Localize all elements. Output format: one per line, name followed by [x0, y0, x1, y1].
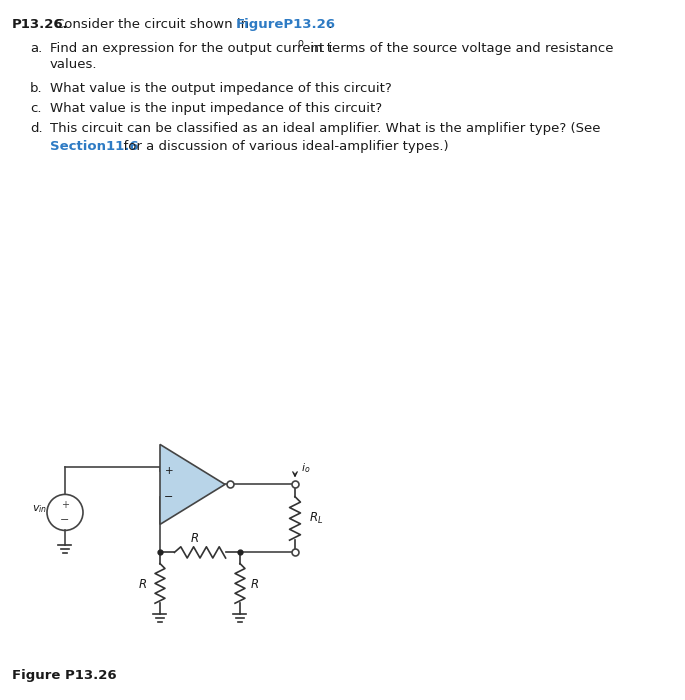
Text: Find an expression for the output current i: Find an expression for the output curren…: [50, 42, 332, 55]
Text: d.: d.: [30, 122, 42, 135]
Text: Section11.6: Section11.6: [50, 140, 138, 153]
Text: b.: b.: [30, 82, 42, 95]
Text: R: R: [191, 532, 199, 545]
Text: Consider the circuit shown in: Consider the circuit shown in: [55, 18, 253, 31]
Text: o: o: [298, 38, 304, 48]
Text: FigureP13.26: FigureP13.26: [236, 18, 336, 31]
Text: $v_{in}$: $v_{in}$: [32, 503, 47, 515]
Polygon shape: [160, 444, 225, 524]
Text: +: +: [61, 500, 69, 510]
Text: −: −: [60, 515, 70, 525]
Text: c.: c.: [30, 102, 42, 115]
Text: $R_L$: $R_L$: [309, 511, 323, 526]
Text: Figure P13.26: Figure P13.26: [12, 669, 116, 682]
Text: values.: values.: [50, 58, 97, 71]
Text: .: .: [324, 18, 332, 31]
Text: P13.26.: P13.26.: [12, 18, 68, 31]
Text: in terms of the source voltage and resistance: in terms of the source voltage and resis…: [306, 42, 614, 55]
Text: R: R: [139, 578, 147, 591]
Text: What value is the output impedance of this circuit?: What value is the output impedance of th…: [50, 82, 392, 95]
Text: +: +: [164, 466, 173, 477]
Text: −: −: [164, 492, 174, 503]
Text: a.: a.: [30, 42, 42, 55]
Text: This circuit can be classified as an ideal amplifier. What is the amplifier type: This circuit can be classified as an ide…: [50, 122, 601, 135]
Text: R: R: [251, 578, 259, 591]
Text: What value is the input impedance of this circuit?: What value is the input impedance of thi…: [50, 102, 382, 115]
Text: $i_o$: $i_o$: [301, 461, 310, 475]
Text: for a discussion of various ideal-amplifier types.): for a discussion of various ideal-amplif…: [115, 140, 449, 153]
